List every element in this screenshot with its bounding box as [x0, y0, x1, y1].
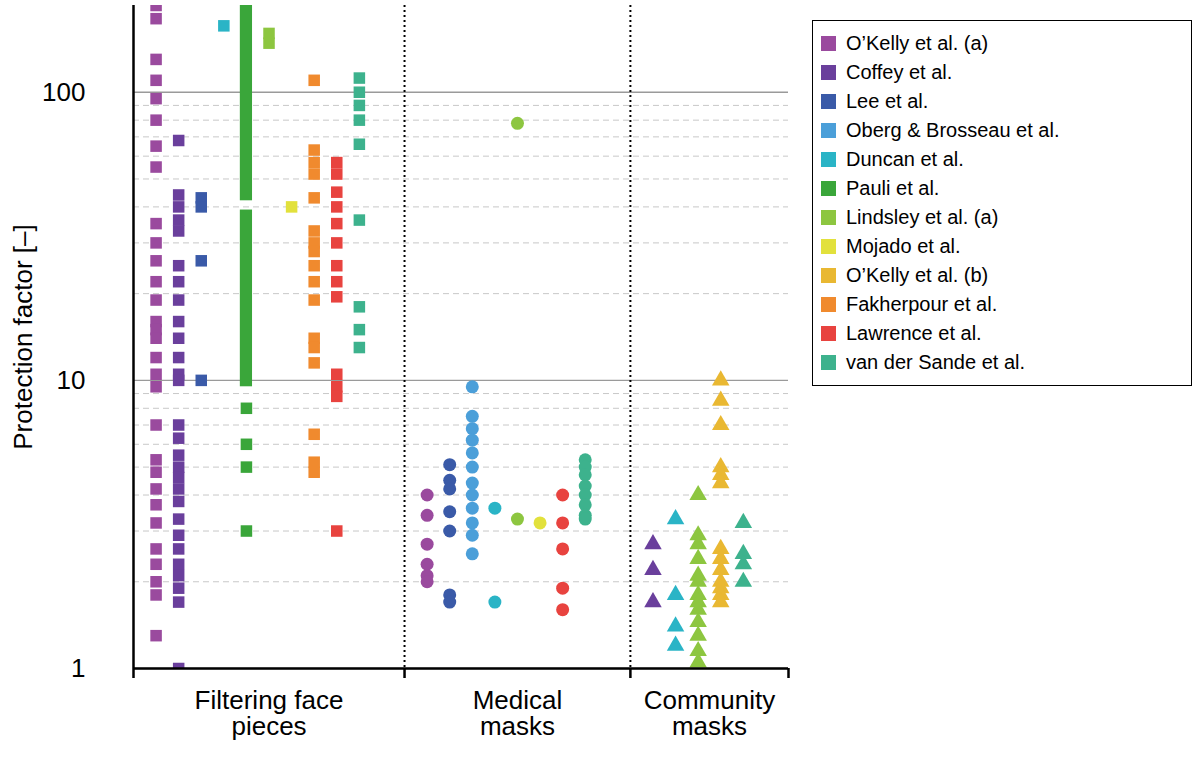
html-text:Lindsley et al. (a): Lindsley et al. (a) [846, 206, 999, 228]
html-text:Lee et al.: Lee et al. [846, 90, 929, 112]
html-text:Coffey et al.: Coffey et al. [846, 61, 953, 83]
svg-text:100: 100 [42, 77, 85, 107]
html-text:O’Kelly et al. (b): O’Kelly et al. (b) [846, 264, 989, 286]
html-text:Duncan et al.: Duncan et al. [846, 148, 964, 170]
svg-text:Medicalmasks: Medicalmasks [473, 685, 563, 741]
html-text:Lawrence et al.: Lawrence et al. [846, 322, 982, 344]
svg-text:Communitymasks: Communitymasks [644, 685, 775, 741]
html-text:Mojado et al.: Mojado et al. [846, 235, 961, 257]
html-text:Oberg & Brosseau et al.: Oberg & Brosseau et al. [846, 119, 1060, 141]
svg-text:Protection factor [–]: Protection factor [–] [8, 224, 38, 449]
html-text:van der Sande et al.: van der Sande et al. [846, 351, 1025, 373]
html-text:Fakherpour et al.: Fakherpour et al. [846, 293, 998, 315]
svg-text:Filtering facepieces: Filtering facepieces [195, 685, 344, 741]
html-text:Pauli et al.: Pauli et al. [846, 177, 940, 199]
svg-text:10: 10 [57, 365, 86, 395]
html-text:O’Kelly et al. (a): O’Kelly et al. (a) [846, 32, 989, 54]
svg-text:1: 1 [71, 653, 85, 683]
